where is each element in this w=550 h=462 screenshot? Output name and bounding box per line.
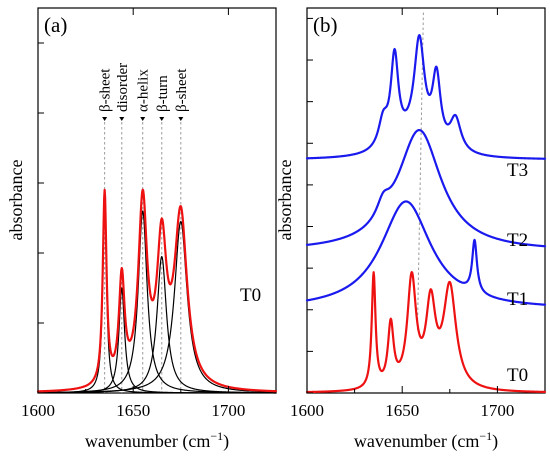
panel-b-series-label-t2: T2 — [507, 230, 528, 251]
panel-a-tick-labels: 1600 1650 1700 — [21, 401, 245, 420]
panel-b-series-label-t3: T3 — [507, 160, 528, 181]
band-label: β-turn — [155, 75, 171, 112]
panel-b-xlabel-sup: −1 — [479, 429, 492, 443]
panel-a-frame — [37, 7, 277, 394]
panel-b: 1600 1650 1700 (b) absorbance wavenumber (… — [275, 7, 547, 452]
panel-a-guides — [104, 122, 182, 393]
series-line-t3 — [305, 34, 547, 160]
x-tick-label: 1600 — [290, 401, 324, 420]
panel-a-xlabel-sup: −1 — [210, 429, 223, 443]
panel-b-series-label-t0: T0 — [507, 365, 528, 386]
panel-b-xlabel: wavenumber (cm−1) — [354, 429, 498, 452]
band-label: disorder — [115, 63, 131, 112]
panel-a: β-sheet disorder α-helix β-turn β-sheet 1600… — [6, 7, 278, 452]
x-tick-label: 1700 — [211, 401, 245, 420]
panel-b-traces — [305, 34, 547, 394]
panel-a-ticks — [37, 8, 229, 394]
panel-b-xlabel-main: wavenumber (cm — [354, 431, 479, 452]
panel-a-label: (a) — [44, 13, 67, 37]
x-tick-label: 1600 — [21, 401, 55, 420]
panel-a-components — [37, 199, 277, 394]
band-label: α-helix — [136, 69, 152, 112]
panel-b-ticks — [306, 8, 498, 394]
x-tick-label: 1650 — [116, 401, 150, 420]
band-marker — [102, 117, 108, 121]
panel-b-series-label-t1: T1 — [507, 289, 528, 310]
panel-b-label: (b) — [313, 13, 338, 37]
component-curve — [37, 220, 277, 394]
x-tick-label: 1650 — [385, 401, 419, 420]
band-label: β-sheet — [174, 68, 190, 112]
series-line-t1 — [305, 200, 547, 306]
panel-b-tick-labels: 1600 1650 1700 — [290, 401, 514, 420]
panel-a-markers — [102, 117, 184, 121]
panel-a-band-labels: β-sheet disorder α-helix β-turn β-sheet — [98, 63, 190, 112]
band-marker — [140, 117, 146, 121]
x-tick-label: 1700 — [480, 401, 514, 420]
panel-a-xlabel-close: ) — [223, 431, 229, 452]
panel-b-xlabel-close: ) — [492, 431, 498, 452]
band-marker — [159, 117, 165, 121]
panel-a-ylabel: absorbance — [6, 160, 26, 241]
panel-a-xlabel: wavenumber (cm−1) — [85, 429, 229, 452]
panel-b-frame — [306, 7, 546, 394]
band-label: β-sheet — [98, 68, 114, 112]
series-line-t2 — [305, 128, 547, 248]
panel-b-ylabel: absorbance — [275, 160, 295, 241]
band-marker — [119, 117, 125, 121]
series-line-t0-sum — [36, 188, 278, 393]
series-line-t0 — [305, 271, 547, 394]
panel-a-xlabel-main: wavenumber (cm — [85, 431, 210, 452]
panel-a-series-label-t0: T0 — [240, 285, 261, 306]
band-marker — [178, 117, 184, 121]
panel-a-traces — [36, 188, 278, 393]
